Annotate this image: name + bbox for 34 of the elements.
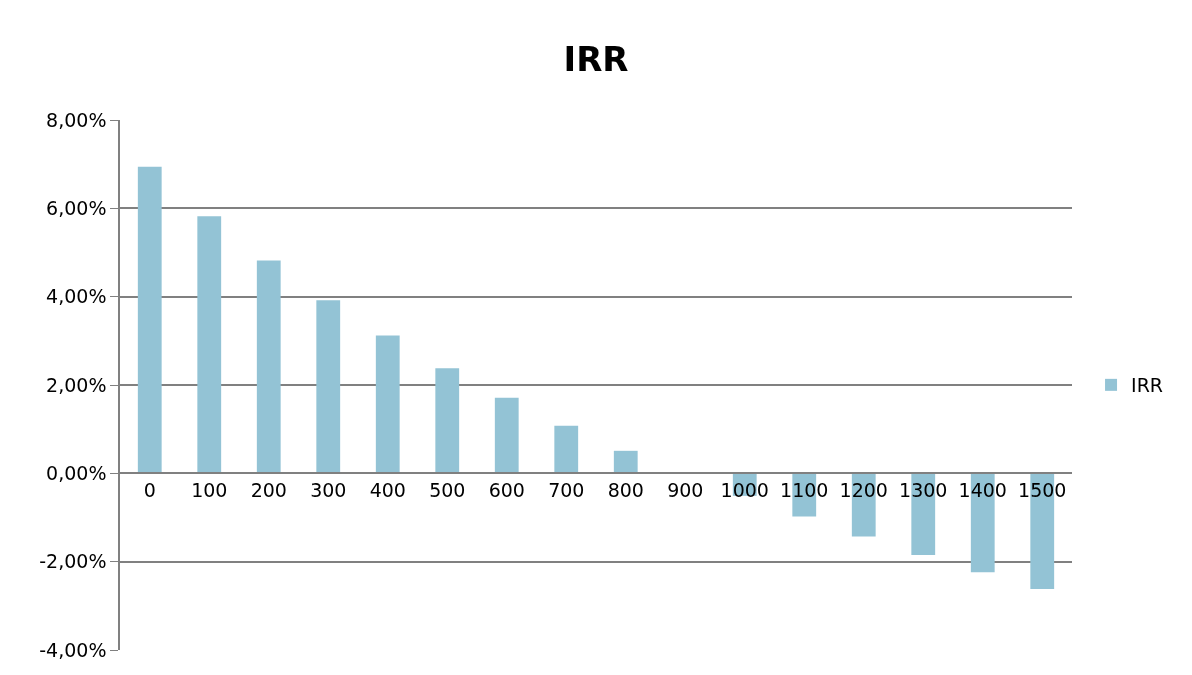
x-tick-label: 1300 [899, 478, 948, 501]
y-tick-label: -2,00% [39, 550, 107, 573]
bar [137, 166, 162, 474]
bar [494, 397, 519, 474]
x-tick-label: 1100 [780, 478, 829, 501]
x-tick-label: 400 [369, 478, 406, 501]
bar [256, 260, 281, 474]
chart-title: IRR [563, 39, 629, 80]
x-tick-label: 700 [548, 478, 585, 501]
x-tick-label: 0 [143, 478, 156, 501]
y-tick-label: -4,00% [39, 638, 107, 661]
x-tick-label: 800 [607, 478, 644, 501]
legend-label: IRR [1131, 374, 1164, 397]
x-tick-label: 1500 [1018, 478, 1067, 501]
bar [435, 368, 460, 474]
x-tick-label: 300 [310, 478, 347, 501]
bar [613, 450, 638, 474]
x-tick-label: 100 [191, 478, 228, 501]
y-tick-label: 6,00% [46, 196, 107, 219]
y-tick-label: 4,00% [46, 285, 107, 308]
x-tick-label: 500 [429, 478, 466, 501]
x-tick-label: 1400 [958, 478, 1007, 501]
x-tick-label: 900 [667, 478, 704, 501]
y-tick-label: 2,00% [46, 373, 107, 396]
bar [375, 335, 400, 474]
y-tick-label: 0,00% [46, 461, 107, 484]
x-tick-label: 1200 [839, 478, 888, 501]
bar [554, 425, 579, 474]
bar [197, 216, 222, 474]
y-tick-label: 8,00% [46, 108, 107, 131]
x-tick-label: 200 [250, 478, 287, 501]
bar [316, 300, 341, 474]
x-tick-label: 600 [488, 478, 525, 501]
x-tick-label: 1000 [720, 478, 769, 501]
